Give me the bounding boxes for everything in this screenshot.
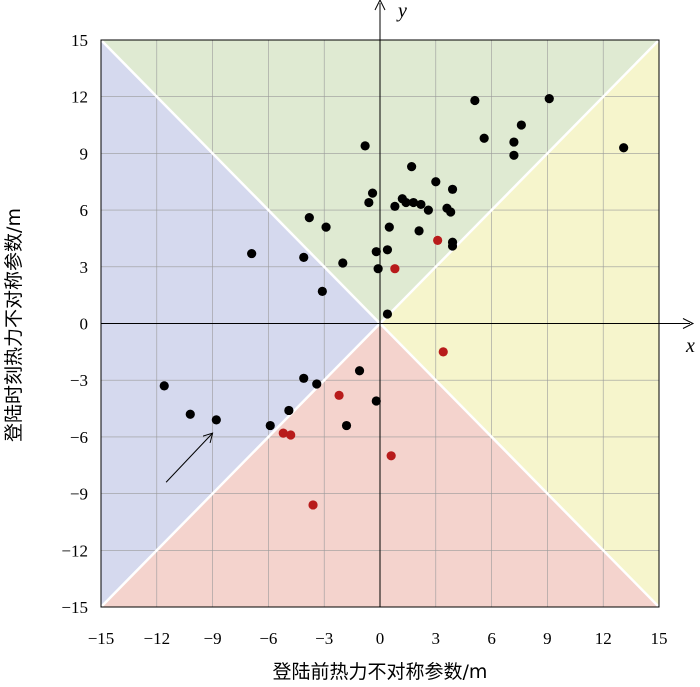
data-point: [516, 120, 526, 130]
data-point: [390, 201, 400, 211]
data-point: [373, 264, 383, 274]
y-tick-label: 3: [80, 258, 89, 277]
data-point: [371, 396, 381, 406]
axes: [101, 0, 695, 607]
data-points: [159, 93, 629, 510]
y-axis-variable: y: [396, 0, 407, 22]
data-point: [390, 264, 400, 274]
y-tick-label: −9: [70, 485, 88, 504]
x-axis-arrowhead: [682, 318, 695, 329]
y-axis-arrowhead: [374, 0, 386, 11]
data-point: [384, 222, 394, 232]
data-point: [433, 235, 443, 245]
data-point: [286, 430, 296, 440]
data-point: [438, 347, 448, 357]
x-tick-label: 12: [595, 629, 612, 648]
x-tick-label: 6: [487, 629, 496, 648]
x-axis-label: 登陆前热力不对称参数/m: [273, 661, 488, 683]
y-tick-label: −15: [61, 598, 88, 617]
data-point: [447, 184, 458, 194]
data-point: [360, 141, 370, 151]
y-tick-label: 0: [80, 315, 89, 334]
x-tick-label: 3: [432, 629, 441, 648]
data-point: [423, 205, 433, 215]
data-point: [364, 197, 374, 208]
data-point: [321, 222, 331, 232]
data-point: [414, 226, 424, 236]
data-point: [509, 150, 519, 160]
x-tick-label: 15: [651, 629, 668, 648]
data-point: [509, 137, 519, 147]
x-tick-label: −3: [315, 629, 333, 648]
data-point: [185, 409, 195, 419]
data-point: [304, 213, 314, 223]
data-point: [408, 197, 419, 208]
data-point: [416, 199, 426, 210]
data-point: [211, 415, 221, 425]
data-point: [334, 390, 344, 400]
y-tick-label: −12: [61, 541, 88, 560]
data-point: [470, 95, 480, 106]
data-point: [317, 286, 327, 296]
x-tick-label: −15: [88, 629, 115, 648]
data-point: [341, 420, 352, 431]
y-tick-label: 12: [71, 88, 88, 107]
data-point: [308, 500, 318, 510]
y-tick-label: −6: [70, 428, 88, 447]
data-point: [247, 248, 257, 259]
data-point: [278, 428, 288, 438]
data-point: [299, 252, 309, 262]
annotation-arrow: [165, 433, 213, 483]
y-axis-label: 登陆时刻热力不对称参数/m: [3, 208, 25, 442]
data-point: [382, 245, 393, 255]
x-tick-label: −9: [204, 629, 222, 648]
data-point: [338, 258, 348, 268]
data-point: [265, 420, 275, 431]
data-point: [371, 247, 381, 257]
data-point: [479, 133, 489, 143]
data-point: [544, 93, 554, 104]
annotation-arrow-line: [165, 433, 213, 483]
data-point: [386, 451, 396, 461]
data-point: [284, 405, 294, 416]
x-tick-label: −6: [259, 629, 277, 648]
data-point: [367, 188, 378, 198]
data-point: [447, 241, 458, 251]
x-axis-variable: x: [685, 335, 695, 357]
x-tick-label: −12: [144, 629, 171, 648]
data-point: [382, 309, 393, 319]
data-point: [312, 379, 322, 389]
data-point: [401, 197, 411, 208]
data-point: [354, 366, 365, 376]
tick-labels: −15 −12 −9 −6 −3 0 3 6 9 12 15 −15 −12 −9 −6 −3 0 3 6 9 12 15: [61, 31, 667, 648]
data-point: [407, 162, 417, 172]
y-tick-label: 9: [80, 144, 89, 163]
x-tick-label: 0: [376, 629, 385, 648]
data-point: [446, 207, 456, 217]
y-tick-label: −3: [70, 371, 88, 390]
x-tick-label: 9: [543, 629, 552, 648]
y-tick-label: 6: [80, 201, 89, 220]
y-tick-label: 15: [71, 31, 88, 50]
data-point: [299, 373, 309, 383]
data-point: [159, 381, 169, 391]
data-point: [431, 177, 441, 187]
data-point: [619, 143, 629, 153]
